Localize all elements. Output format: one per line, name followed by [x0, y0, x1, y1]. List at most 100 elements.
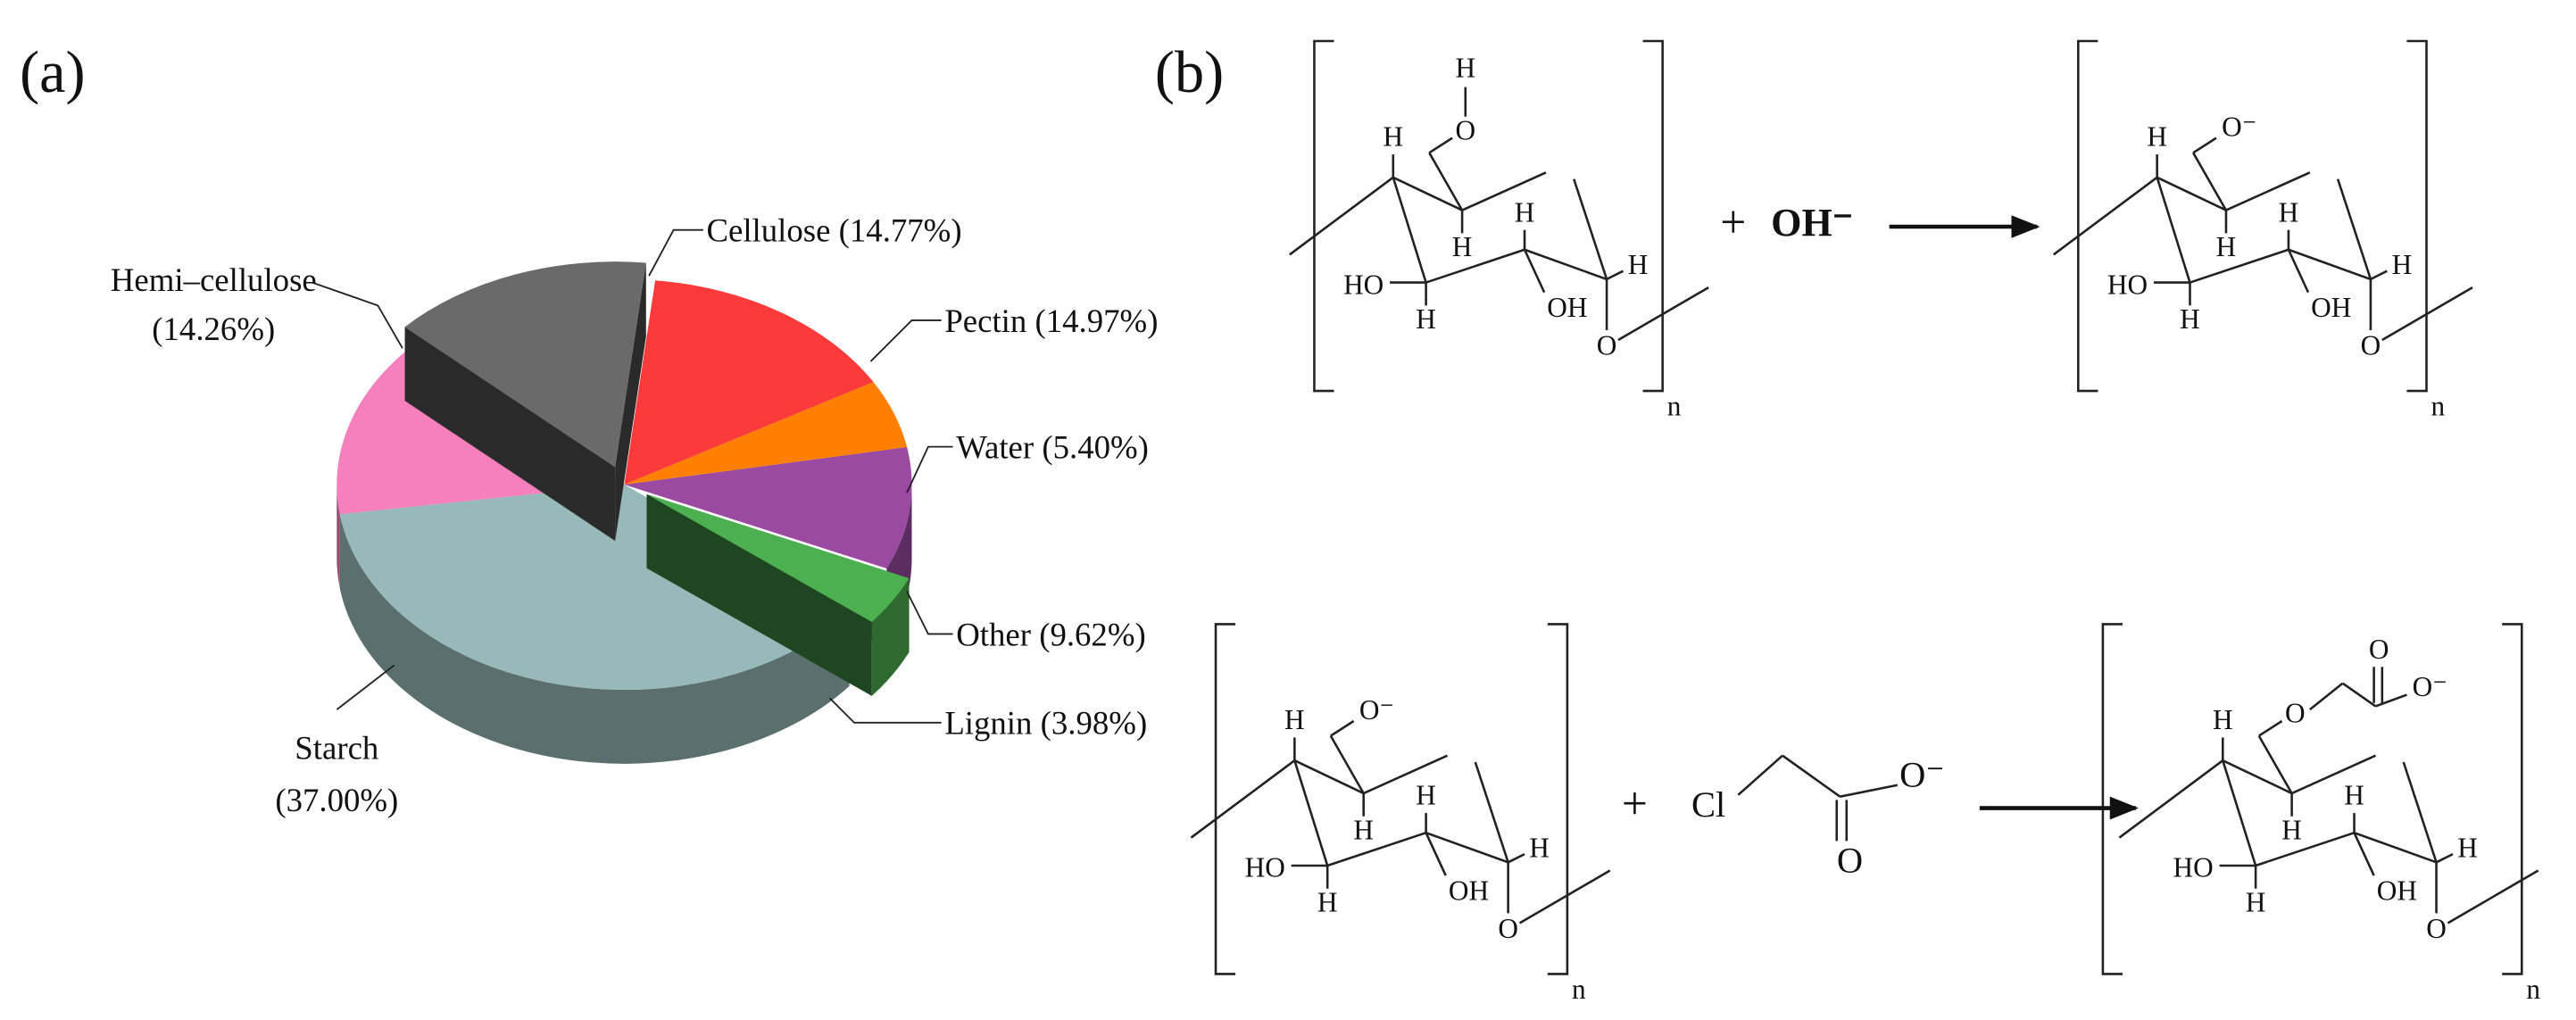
- category: Starch: [295, 729, 378, 766]
- reagent: OH⁻: [1771, 201, 1853, 245]
- slice-label: Other (9.62%): [956, 616, 1146, 652]
- atom: HO: [1245, 852, 1285, 883]
- value-label: (14.26%): [152, 311, 275, 347]
- leader-line: [906, 591, 953, 635]
- slice-face: [615, 262, 646, 542]
- atom: HO: [2173, 852, 2214, 883]
- bond: [1293, 759, 1329, 867]
- leader-line: [648, 228, 703, 277]
- leader-line: [828, 697, 942, 724]
- bracket: [1547, 623, 1569, 975]
- bond: [2381, 286, 2473, 342]
- atom: H: [1284, 704, 1305, 735]
- atom: H: [1452, 231, 1473, 262]
- atom: O⁻: [1899, 755, 1945, 795]
- slice-side: [871, 577, 910, 696]
- atom: O: [1837, 840, 1863, 880]
- atom: H: [2216, 231, 2237, 262]
- bond: [1329, 734, 1365, 794]
- leader-line: [336, 664, 395, 710]
- atom: H: [2147, 121, 2167, 153]
- plus: +: [1622, 778, 1648, 829]
- bond: [2402, 761, 2438, 863]
- panel-label: (b): [1155, 40, 1224, 105]
- slice-label: Cellulose (14.77%): [706, 212, 961, 249]
- atom: H: [1353, 814, 1374, 845]
- slice-face: [404, 327, 616, 542]
- atom: OH: [1547, 292, 1587, 323]
- bracket: [2406, 39, 2428, 393]
- atom: Cl: [1691, 784, 1725, 825]
- bond: [2118, 759, 2224, 839]
- bond: [1425, 831, 1509, 864]
- bond: [1573, 178, 1608, 280]
- slice-label: Lignin (3.98%): [944, 705, 1147, 742]
- atom: O: [2369, 634, 2389, 665]
- value-label: (14.77%): [839, 212, 962, 249]
- bond: [1392, 176, 1463, 211]
- bond: [2190, 248, 2289, 284]
- slice: [624, 447, 912, 569]
- bond: [2192, 137, 2217, 154]
- atom: OH: [2377, 875, 2417, 906]
- atom: OH: [2311, 292, 2351, 323]
- atom: H: [2344, 780, 2364, 811]
- category: Hemi–cellulose: [111, 261, 317, 298]
- slice: [624, 280, 874, 485]
- slice-label: Water (5.40%): [956, 429, 1149, 466]
- atom: O⁻: [1359, 694, 1394, 726]
- atom: H: [1515, 196, 1535, 228]
- atom: HO: [1343, 269, 1384, 300]
- bond: [1737, 754, 1783, 796]
- bond: [1428, 152, 1464, 211]
- value-label: (37.00%): [275, 782, 398, 818]
- atom: O: [1597, 329, 1617, 361]
- slice: [404, 261, 646, 468]
- bond: [1425, 832, 1447, 876]
- bond: [1617, 286, 1709, 342]
- bond: [2287, 249, 2310, 294]
- reaction-scheme: HHHHOHOHHOOHnHHHHOHOHHOO⁻nHHHHOHOHHOO⁻nH…: [1190, 39, 2540, 1005]
- slice: [624, 382, 908, 485]
- bond: [1524, 248, 1608, 281]
- bond: [1474, 761, 1509, 863]
- bond: [2288, 248, 2372, 281]
- leader-line: [312, 281, 403, 349]
- bond: [1363, 754, 1449, 795]
- category: Other: [956, 616, 1031, 652]
- slice-side: [337, 484, 340, 589]
- bond: [1461, 171, 1547, 211]
- bracket: [2502, 623, 2523, 975]
- plus: +: [1720, 197, 1746, 248]
- atom: H: [2213, 704, 2233, 735]
- atom: O: [2285, 698, 2306, 729]
- bond: [1508, 852, 1525, 864]
- bond: [2309, 682, 2344, 711]
- bracket: [2101, 623, 2123, 975]
- atom: H: [2246, 886, 2266, 917]
- bracket: [1214, 623, 1236, 975]
- atom: O⁻: [2222, 112, 2256, 143]
- value-label: (9.62%): [1039, 616, 1146, 652]
- pie-chart: Cellulose (14.77%) Pectin (14.97%) Water (5.4…: [111, 212, 1159, 819]
- value-label: (14.97%): [1035, 303, 1159, 339]
- atom: H: [1416, 780, 1436, 811]
- bond: [2341, 682, 2377, 708]
- repeat-index: n: [1572, 974, 1586, 1005]
- leader-line: [869, 319, 942, 362]
- bond: [1518, 869, 1611, 925]
- atom: O⁻: [2413, 671, 2447, 702]
- bracket: [2077, 39, 2098, 393]
- slice: [339, 484, 850, 691]
- bond: [2375, 693, 2407, 708]
- atom: H: [1529, 833, 1550, 864]
- atom: H: [2281, 814, 2302, 845]
- atom: O: [2426, 913, 2447, 944]
- atom: O: [1498, 913, 1518, 944]
- bond: [2156, 176, 2227, 211]
- atom: OH: [1449, 875, 1489, 906]
- bond: [2336, 178, 2372, 280]
- bond: [1330, 719, 1355, 737]
